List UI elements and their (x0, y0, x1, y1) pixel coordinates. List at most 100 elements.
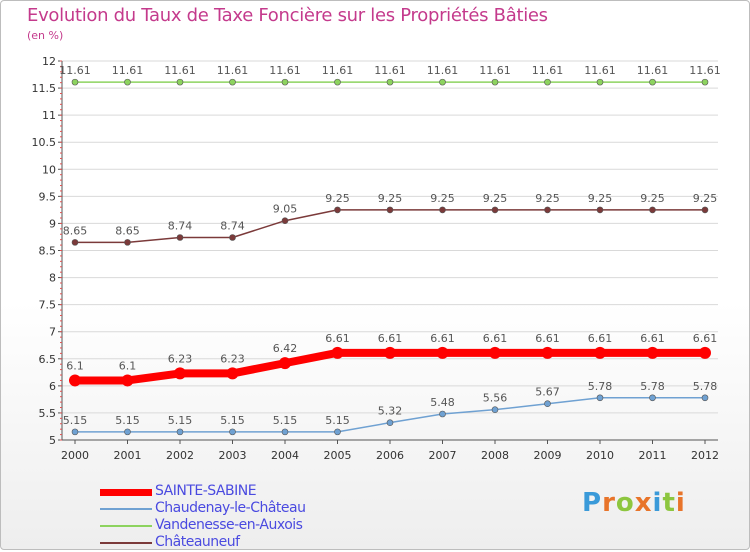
data-label: 6.61 (430, 332, 455, 345)
data-point (439, 78, 446, 86)
data-label: 11.61 (269, 64, 301, 77)
data-label: 6.61 (640, 332, 665, 345)
x-tick-label: 2002 (166, 449, 194, 462)
data-point (489, 346, 501, 359)
data-point (386, 78, 394, 86)
data-point (69, 374, 81, 387)
data-label: 11.61 (322, 64, 354, 77)
logo-letter: t (662, 488, 676, 518)
data-point (281, 428, 289, 436)
data-point (436, 346, 449, 359)
x-tick-label: 2005 (324, 449, 352, 462)
data-label: 9.25 (693, 192, 718, 205)
data-label: 5.78 (640, 380, 665, 393)
data-point (71, 239, 79, 246)
data-label: 11.61 (637, 64, 669, 77)
data-point (491, 406, 499, 413)
data-label: 5.48 (430, 396, 455, 409)
logo-letter: r (602, 488, 616, 518)
logo-letter: x (634, 488, 653, 518)
data-label: 9.25 (325, 192, 350, 205)
data-point (384, 346, 396, 359)
data-point (176, 234, 184, 241)
x-tick-label: 2003 (219, 449, 247, 462)
y-tick-label: 9.5 (39, 190, 57, 203)
data-label: 6.61 (535, 332, 560, 345)
data-point (331, 346, 344, 359)
data-label: 5.15 (115, 414, 140, 427)
x-tick-label: 2004 (271, 449, 299, 462)
y-tick-label: 11.5 (32, 82, 57, 95)
data-label: 8.65 (115, 224, 140, 237)
legend-swatch-chaudenay (100, 508, 152, 510)
data-point (699, 346, 711, 359)
logo-letter: P (582, 488, 603, 518)
data-label: 5.15 (63, 414, 88, 427)
data-point (596, 206, 604, 214)
data-label: 8.74 (220, 220, 245, 233)
data-point (386, 206, 394, 214)
data-label: 5.15 (168, 414, 193, 427)
y-tick-label: 8 (49, 272, 56, 285)
legend-label-vandenesse: Vandenesse-en-Auxois (155, 517, 303, 533)
data-point (646, 346, 659, 359)
data-point (439, 206, 446, 214)
data-point (174, 367, 186, 380)
data-label: 6.23 (168, 352, 193, 365)
data-point (334, 428, 341, 436)
data-label: 9.25 (535, 192, 560, 205)
x-tick-label: 2010 (586, 449, 614, 462)
x-tick-label: 2007 (429, 449, 457, 462)
legend-swatch-vandenesse (100, 525, 152, 527)
data-label: 9.25 (640, 192, 665, 205)
data-point (121, 374, 134, 387)
unit-label: (en %) (27, 29, 64, 42)
x-tick-label: 2000 (61, 449, 89, 462)
logo-letter: i (675, 488, 686, 518)
data-label: 6.1 (119, 359, 137, 372)
y-tick-label: 5 (49, 434, 56, 447)
data-point (701, 394, 709, 402)
data-point (439, 410, 446, 418)
data-label: 9.25 (588, 192, 613, 205)
data-point (491, 78, 499, 86)
data-point (386, 419, 394, 426)
data-point (281, 217, 289, 225)
data-point (124, 239, 131, 246)
data-point (544, 206, 551, 214)
data-label: 11.61 (374, 64, 406, 77)
data-point (596, 394, 604, 402)
data-point (594, 346, 606, 359)
data-label: 6.61 (378, 332, 403, 345)
logo-letter: o (615, 488, 635, 518)
data-label: 5.15 (273, 414, 298, 427)
data-label: 5.15 (220, 414, 245, 427)
data-point (649, 394, 656, 402)
y-tick-label: 6.5 (39, 353, 57, 366)
data-label: 5.78 (588, 380, 613, 393)
data-label: 8.74 (168, 220, 193, 233)
y-tick-label: 10 (42, 163, 56, 176)
data-label: 11.61 (164, 64, 196, 77)
y-tick-label: 8.5 (39, 245, 57, 258)
data-point (229, 234, 236, 241)
data-point (229, 78, 236, 86)
data-label: 6.23 (220, 352, 245, 365)
data-point (176, 78, 184, 86)
data-label: 9.25 (378, 192, 403, 205)
x-tick-label: 2009 (534, 449, 562, 462)
y-tick-label: 5.5 (39, 407, 57, 420)
data-point (279, 357, 291, 370)
y-tick-label: 12 (42, 55, 56, 68)
data-label: 11.61 (584, 64, 616, 77)
data-label: 6.61 (325, 332, 350, 345)
chart-title: Evolution du Taux de Taxe Foncière sur l… (27, 5, 548, 26)
data-point (649, 78, 656, 86)
data-point (71, 78, 79, 86)
data-label: 6.61 (693, 332, 718, 345)
data-label: 5.56 (483, 392, 508, 405)
data-point (701, 78, 709, 86)
data-label: 5.67 (535, 386, 560, 399)
